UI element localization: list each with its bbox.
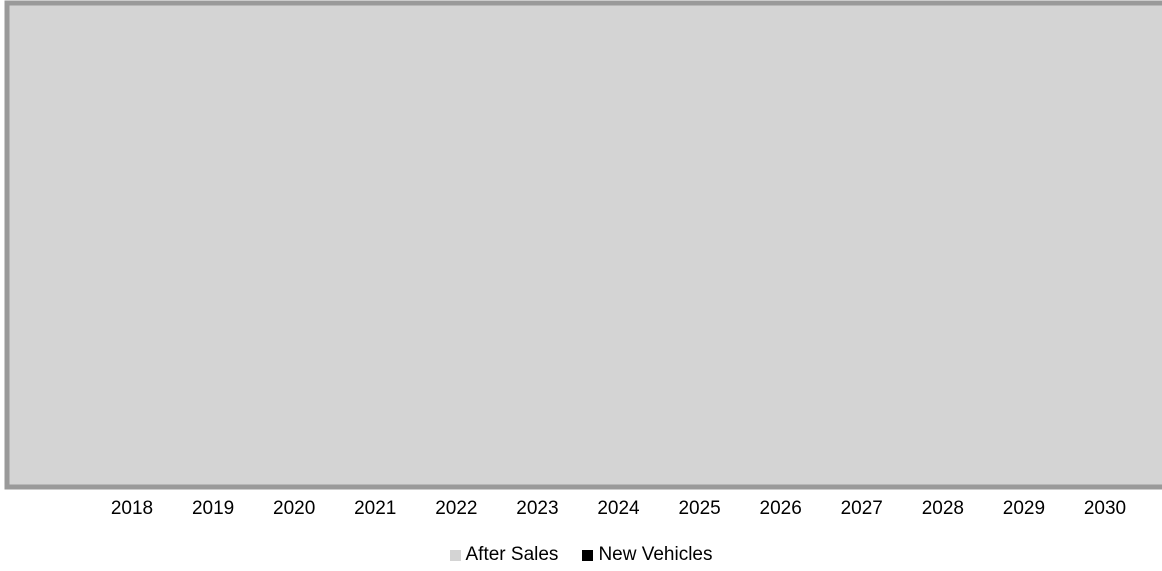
x-tick-label: 2030	[1084, 498, 1126, 519]
legend-label-after-sales: After Sales	[465, 544, 559, 565]
x-tick-label: 2029	[1003, 498, 1045, 519]
x-tick-label: 2028	[922, 498, 964, 519]
legend-item-new-vehicles: New Vehicles	[582, 544, 713, 566]
legend-label-new-vehicles: New Vehicles	[598, 544, 713, 565]
x-tick-label: 2027	[841, 498, 883, 519]
x-tick-label: 2024	[597, 498, 640, 519]
x-tick-label: 2022	[435, 498, 477, 519]
x-tick-label: 2021	[354, 498, 396, 519]
x-tick-label: 2019	[192, 498, 234, 519]
plot-area	[4, 0, 1162, 490]
x-axis-ticks: 2018 2019 2020 2021 2022 2023 2024 2025 2026 2027…	[111, 498, 1126, 519]
x-tick-label: 2026	[760, 498, 802, 519]
x-tick-label: 2023	[516, 498, 558, 519]
x-tick-label: 2020	[273, 498, 315, 519]
legend-swatch-after-sales	[449, 549, 461, 561]
legend-swatch-new-vehicles	[582, 549, 594, 561]
x-tick-label: 2018	[111, 498, 153, 519]
legend: After Sales New Vehicles	[0, 544, 1162, 566]
legend-item-after-sales: After Sales	[449, 544, 559, 566]
x-tick-label: 2025	[678, 498, 720, 519]
